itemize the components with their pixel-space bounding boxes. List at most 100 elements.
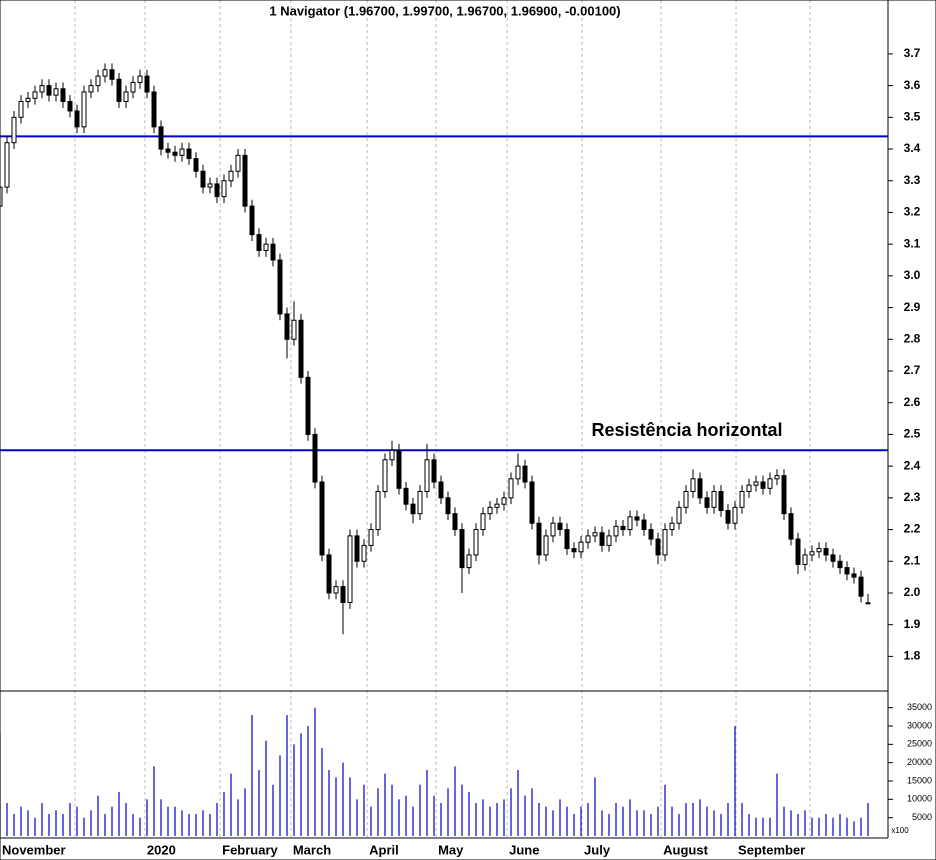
candle-body xyxy=(319,481,325,556)
candle-body xyxy=(270,243,276,261)
candle-body xyxy=(641,519,647,531)
candle-body xyxy=(389,449,395,461)
y-tick-label: 3.0 xyxy=(904,268,921,282)
candle-body xyxy=(95,75,101,87)
candle-body xyxy=(235,154,241,172)
candle-body xyxy=(53,88,59,96)
y-tick-label: 1.8 xyxy=(904,649,921,663)
candle-body xyxy=(382,459,388,492)
candle-body xyxy=(529,481,535,524)
y-tick-label: 3.3 xyxy=(904,173,921,187)
candle-body xyxy=(207,183,213,188)
candle-body xyxy=(445,497,451,515)
y-tick-label: 2.3 xyxy=(904,490,921,504)
candle-body xyxy=(172,151,178,156)
y-tick-label: 3.5 xyxy=(904,109,921,123)
y-tick-label: 3.6 xyxy=(904,78,921,92)
candle-body xyxy=(851,573,857,578)
candle-body xyxy=(837,560,843,569)
candle-body xyxy=(277,259,283,315)
y-tick-label: 2.1 xyxy=(904,553,921,567)
candle-body xyxy=(634,516,640,521)
y-tick-label: 2.8 xyxy=(904,331,921,345)
candle-body xyxy=(515,465,521,480)
volume-tick-label: 25000 xyxy=(907,739,932,749)
candle-body xyxy=(473,529,479,556)
y-tick-label: 2.9 xyxy=(904,300,921,314)
candle-body xyxy=(361,544,367,562)
candle-body xyxy=(333,586,339,594)
y-tick-label: 3.2 xyxy=(904,205,921,219)
candle-body xyxy=(263,243,269,252)
y-tick-label: 2.4 xyxy=(904,458,921,472)
candle-body xyxy=(410,503,416,515)
x-tick-label: September xyxy=(738,842,805,857)
candle-body xyxy=(417,490,423,515)
candle-body xyxy=(32,91,38,99)
candle-body xyxy=(249,205,255,236)
candle-body xyxy=(403,487,409,505)
candle-body xyxy=(767,478,773,489)
volume-unit-label: x100 xyxy=(891,826,909,835)
candle-body xyxy=(46,85,52,96)
candle-body xyxy=(480,513,486,531)
candle-body xyxy=(368,529,374,546)
candle-body xyxy=(102,69,108,77)
candle-body xyxy=(186,148,192,160)
y-tick-label: 2.5 xyxy=(904,427,921,441)
candle-body xyxy=(459,529,465,569)
candle-body xyxy=(347,535,353,603)
candle-body xyxy=(466,554,472,569)
candle-body xyxy=(158,126,164,150)
candle-body xyxy=(214,183,220,198)
volume-tick-label: 5000 xyxy=(912,812,932,822)
candle-body xyxy=(88,85,94,93)
candle-body xyxy=(550,522,556,537)
candle-body xyxy=(732,506,738,524)
candle-body xyxy=(424,459,430,492)
candle-body xyxy=(683,490,689,508)
candle-body xyxy=(431,459,437,483)
candle-body xyxy=(137,75,143,83)
candle-body xyxy=(144,75,150,93)
candle-body xyxy=(487,506,493,515)
candle-body xyxy=(788,513,794,540)
candle-body xyxy=(578,541,584,553)
candle-body xyxy=(543,535,549,556)
candle-body xyxy=(60,88,66,102)
y-tick-label: 3.1 xyxy=(904,236,921,250)
candle-body xyxy=(830,554,836,562)
candle-body xyxy=(536,522,542,556)
candle-body xyxy=(298,319,304,378)
candle-body xyxy=(221,180,227,198)
candle-body xyxy=(823,548,829,556)
candle-body xyxy=(718,490,724,512)
candle-body xyxy=(522,465,528,483)
candle-body xyxy=(585,535,591,543)
candle-body xyxy=(613,525,619,537)
candle-body xyxy=(508,478,514,499)
candle-body xyxy=(11,116,17,144)
candle-body xyxy=(39,85,45,93)
candle-body xyxy=(81,91,87,128)
y-tick-label: 2.2 xyxy=(904,522,921,536)
volume-tick-label: 15000 xyxy=(907,775,932,785)
candle-body xyxy=(802,554,808,565)
candle-body xyxy=(760,481,766,489)
grid-layer xyxy=(0,0,811,838)
candle-body xyxy=(746,484,752,492)
candle-body xyxy=(592,532,598,537)
candle-body xyxy=(67,100,73,112)
candle-body xyxy=(711,490,717,508)
candle-body xyxy=(326,554,332,594)
candle-body xyxy=(18,100,24,118)
candle-body xyxy=(774,475,780,480)
x-tick-label: April xyxy=(369,842,399,857)
candle-body xyxy=(781,475,787,515)
candle-body xyxy=(697,478,703,499)
volume-tick-label: 35000 xyxy=(907,702,932,712)
chart-title: 1 Navigator (1.96700, 1.99700, 1.96700, … xyxy=(269,3,620,18)
candle-body xyxy=(669,522,675,531)
x-tick-label: March xyxy=(293,842,331,857)
